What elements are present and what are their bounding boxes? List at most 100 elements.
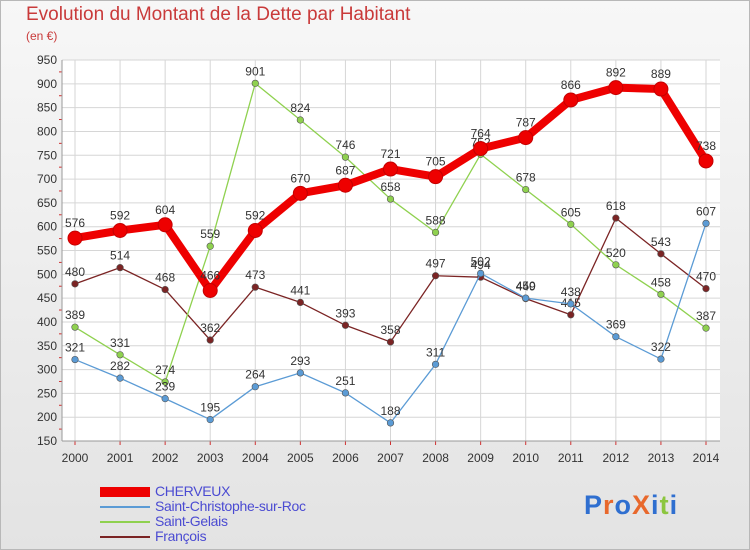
data-point <box>386 419 395 427</box>
data-point <box>161 395 169 403</box>
data-label: 892 <box>606 66 626 80</box>
data-label: 362 <box>200 321 220 335</box>
data-label: 449 <box>516 280 536 294</box>
legend-label: François <box>155 528 207 544</box>
data-point <box>522 185 530 194</box>
data-point <box>341 153 350 161</box>
data-point <box>612 214 620 222</box>
chart-title: Evolution du Montant de la Dette par Hab… <box>26 4 411 25</box>
x-tick-label: 2004 <box>242 451 269 465</box>
y-tick-label: 850 <box>37 101 57 115</box>
data-label: 274 <box>155 363 175 377</box>
data-label: 901 <box>245 64 265 78</box>
data-point <box>657 355 665 363</box>
y-tick-label: 400 <box>37 315 57 329</box>
data-point <box>71 280 79 288</box>
x-tick-label: 2013 <box>648 451 675 465</box>
y-tick-label: 350 <box>37 339 57 353</box>
x-tick-label: 2014 <box>693 451 720 465</box>
data-point <box>431 228 440 237</box>
data-point <box>702 219 710 227</box>
data-label: 670 <box>290 171 310 185</box>
y-tick-label: 500 <box>37 267 57 281</box>
data-label: 468 <box>155 271 175 285</box>
y-tick-label: 550 <box>37 244 57 258</box>
logo-letter: o <box>614 490 633 520</box>
data-point <box>161 378 169 386</box>
proxiti-logo: ProXiti <box>584 490 678 521</box>
data-label: 331 <box>110 336 130 350</box>
data-label: 470 <box>696 270 716 284</box>
data-point <box>296 116 304 124</box>
legend-label: CHERVEUX <box>155 483 231 499</box>
data-label: 293 <box>290 354 310 368</box>
data-point <box>251 283 259 291</box>
data-label: 559 <box>200 227 220 241</box>
data-label: 494 <box>471 258 491 272</box>
data-point <box>206 336 214 344</box>
data-label: 497 <box>426 257 446 271</box>
legend-label: Saint-Christophe-sur-Roc <box>155 498 306 514</box>
logo-letter: i <box>651 490 660 520</box>
logo-letter: i <box>669 490 679 520</box>
y-tick-label: 150 <box>37 434 57 448</box>
data-label: 721 <box>380 147 400 161</box>
data-point <box>702 324 710 332</box>
y-tick-label: 300 <box>37 363 57 377</box>
y-tick-label: 950 <box>37 53 57 67</box>
y-tick-label: 200 <box>37 410 57 424</box>
data-label: 450 <box>516 279 536 293</box>
data-label: 889 <box>651 67 671 81</box>
y-tick-label: 250 <box>37 386 57 400</box>
data-point <box>206 242 214 250</box>
data-point <box>431 272 440 280</box>
x-tick-label: 2002 <box>152 451 179 465</box>
data-label: 866 <box>561 78 581 92</box>
data-label: 764 <box>471 127 491 141</box>
logo-letter: r <box>603 490 615 520</box>
data-label: 195 <box>200 401 220 415</box>
y-tick-label: 600 <box>37 220 57 234</box>
data-point <box>296 298 304 307</box>
data-label: 588 <box>426 213 446 227</box>
data-label: 369 <box>606 318 626 332</box>
data-label: 678 <box>516 171 536 185</box>
x-tick-label: 2000 <box>62 451 89 465</box>
data-point <box>657 290 665 298</box>
data-label: 604 <box>155 203 175 217</box>
chart-unit-label: (en €) <box>26 29 58 43</box>
data-point <box>116 264 124 272</box>
data-label: 618 <box>606 199 626 213</box>
data-point <box>116 351 124 359</box>
data-label: 473 <box>245 268 265 282</box>
logo-letter: t <box>659 490 670 520</box>
data-point <box>702 285 710 293</box>
data-label: 514 <box>110 249 130 263</box>
data-label: 389 <box>65 308 85 322</box>
legend-swatch <box>100 506 150 508</box>
logo-letter: P <box>584 490 604 520</box>
data-label: 607 <box>696 204 716 218</box>
data-point <box>337 177 353 193</box>
data-point <box>383 161 398 177</box>
data-label: 576 <box>65 216 85 230</box>
data-point <box>116 374 124 382</box>
data-point <box>202 283 218 299</box>
data-label: 387 <box>696 309 716 323</box>
data-point <box>518 130 534 146</box>
data-point <box>112 222 128 238</box>
data-point <box>206 415 214 424</box>
data-label: 322 <box>651 340 671 354</box>
data-label: 466 <box>200 269 220 283</box>
x-tick-label: 2003 <box>197 451 224 465</box>
y-tick-label: 450 <box>37 291 57 305</box>
x-tick-label: 2012 <box>603 451 630 465</box>
y-tick-label: 800 <box>37 124 57 138</box>
logo-letter: X <box>632 490 652 520</box>
data-point <box>386 195 395 203</box>
data-label: 658 <box>380 180 400 194</box>
data-point <box>296 369 304 377</box>
data-point <box>698 153 714 169</box>
x-tick-label: 2011 <box>558 451 584 465</box>
